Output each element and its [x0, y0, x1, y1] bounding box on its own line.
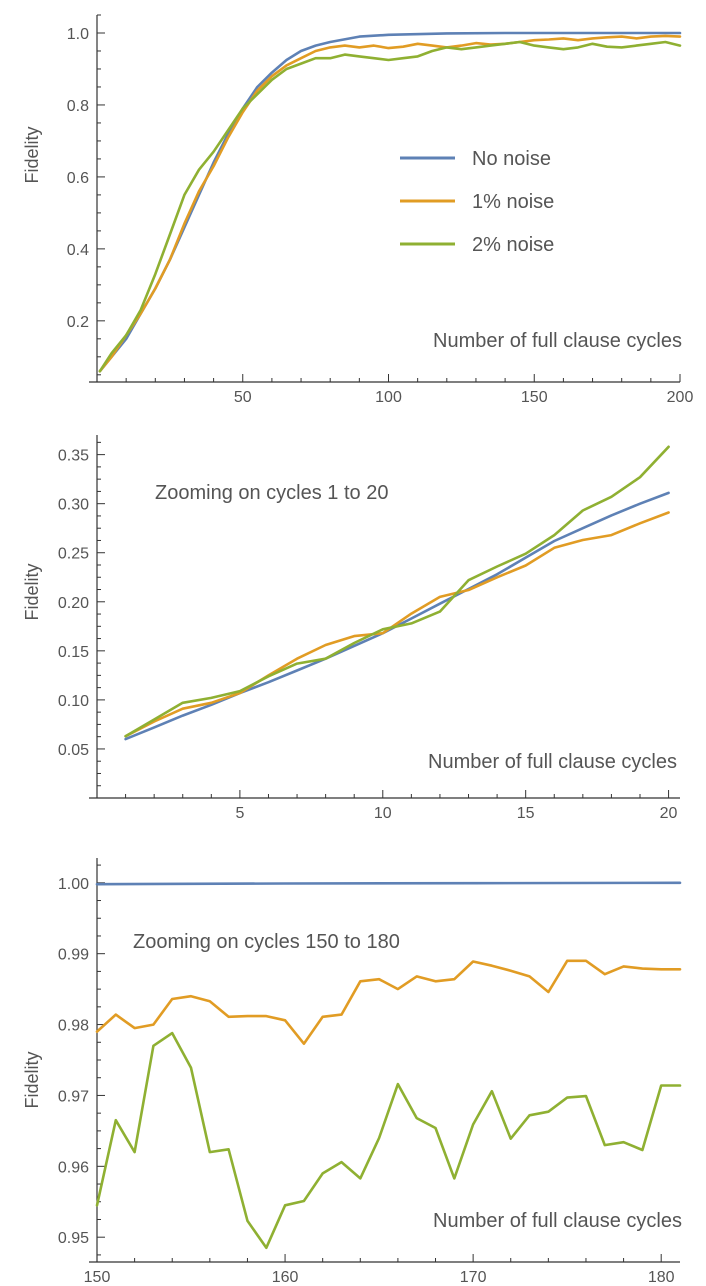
panel-full-range: 50 100 150 200 0.2 0.4 0.6 0.8 1.0 Fidelity Number…: [22, 14, 694, 406]
y-tick-label: 0.05: [58, 742, 89, 759]
x-axis-label: Number of full clause cycles: [433, 1210, 682, 1232]
series-line-1-noise: [98, 34, 682, 373]
y-tick-label: 0.2: [67, 314, 89, 331]
y-tick-label: 0.15: [58, 644, 89, 661]
y-tick-label: 0.99: [58, 947, 89, 964]
y-tick-label: 0.35: [58, 448, 89, 465]
series-line-1-noise: [124, 511, 670, 738]
panel-cycles-150-180: 150 160 170 180 0.95 0.96 0.97 0.98 0.99 1.00 Fide…: [22, 858, 682, 1286]
chart-title: Zooming on cycles 150 to 180: [133, 931, 400, 953]
y-tick-label: 0.4: [67, 242, 89, 259]
y-tick-label: 0.30: [58, 497, 89, 514]
y-tick-label: 0.25: [58, 546, 89, 563]
y-axis-label: Fidelity: [22, 126, 42, 183]
y-axis-label: Fidelity: [22, 1051, 42, 1108]
x-tick-label: 15: [517, 805, 535, 822]
y-tick-label: 1.0: [67, 26, 89, 43]
y-tick-label: 0.6: [67, 170, 89, 187]
x-axis-label: Number of full clause cycles: [433, 330, 682, 352]
series-line-no-noise: [98, 31, 682, 373]
legend-label: 2% noise: [472, 234, 554, 256]
y-axis-label: Fidelity: [22, 563, 42, 620]
x-tick-label: 200: [667, 389, 694, 406]
x-tick-label: 160: [272, 1269, 299, 1286]
y-tick-label: 0.10: [58, 693, 89, 710]
series-line-no-noise: [124, 491, 670, 741]
x-tick-label: 50: [234, 389, 252, 406]
x-tick-label: 10: [374, 805, 392, 822]
x-tick-label: 150: [521, 389, 548, 406]
series-line-2-noise: [95, 1031, 682, 1250]
series-line-2-noise: [124, 445, 670, 738]
series-line-2-noise: [98, 40, 682, 373]
legend-label: 1% noise: [472, 191, 554, 213]
y-tick-label: 0.95: [58, 1230, 89, 1247]
y-tick-label: 0.96: [58, 1159, 89, 1176]
chart-title: Zooming on cycles 1 to 20: [155, 482, 388, 504]
x-tick-label: 20: [660, 805, 678, 822]
x-tick-label: 5: [235, 805, 244, 822]
x-tick-label: 150: [84, 1269, 111, 1286]
y-tick-label: 0.97: [58, 1088, 89, 1105]
panel-cycles-1-20: 5 10 15 20 0.05 0.10 0.15 0.20 0.25 0.30 0.35 Fidel…: [22, 435, 680, 822]
y-tick-label: 0.8: [67, 98, 89, 115]
y-tick-label: 0.20: [58, 595, 89, 612]
series-line-1-noise: [95, 959, 682, 1045]
legend-label: No noise: [472, 148, 551, 170]
x-tick-label: 180: [648, 1269, 675, 1286]
x-axis-label: Number of full clause cycles: [428, 751, 677, 773]
y-tick-label: 0.98: [58, 1018, 89, 1035]
series-line-no-noise: [95, 881, 682, 886]
y-tick-label: 1.00: [58, 876, 89, 893]
x-tick-label: 100: [375, 389, 402, 406]
x-tick-label: 170: [460, 1269, 487, 1286]
